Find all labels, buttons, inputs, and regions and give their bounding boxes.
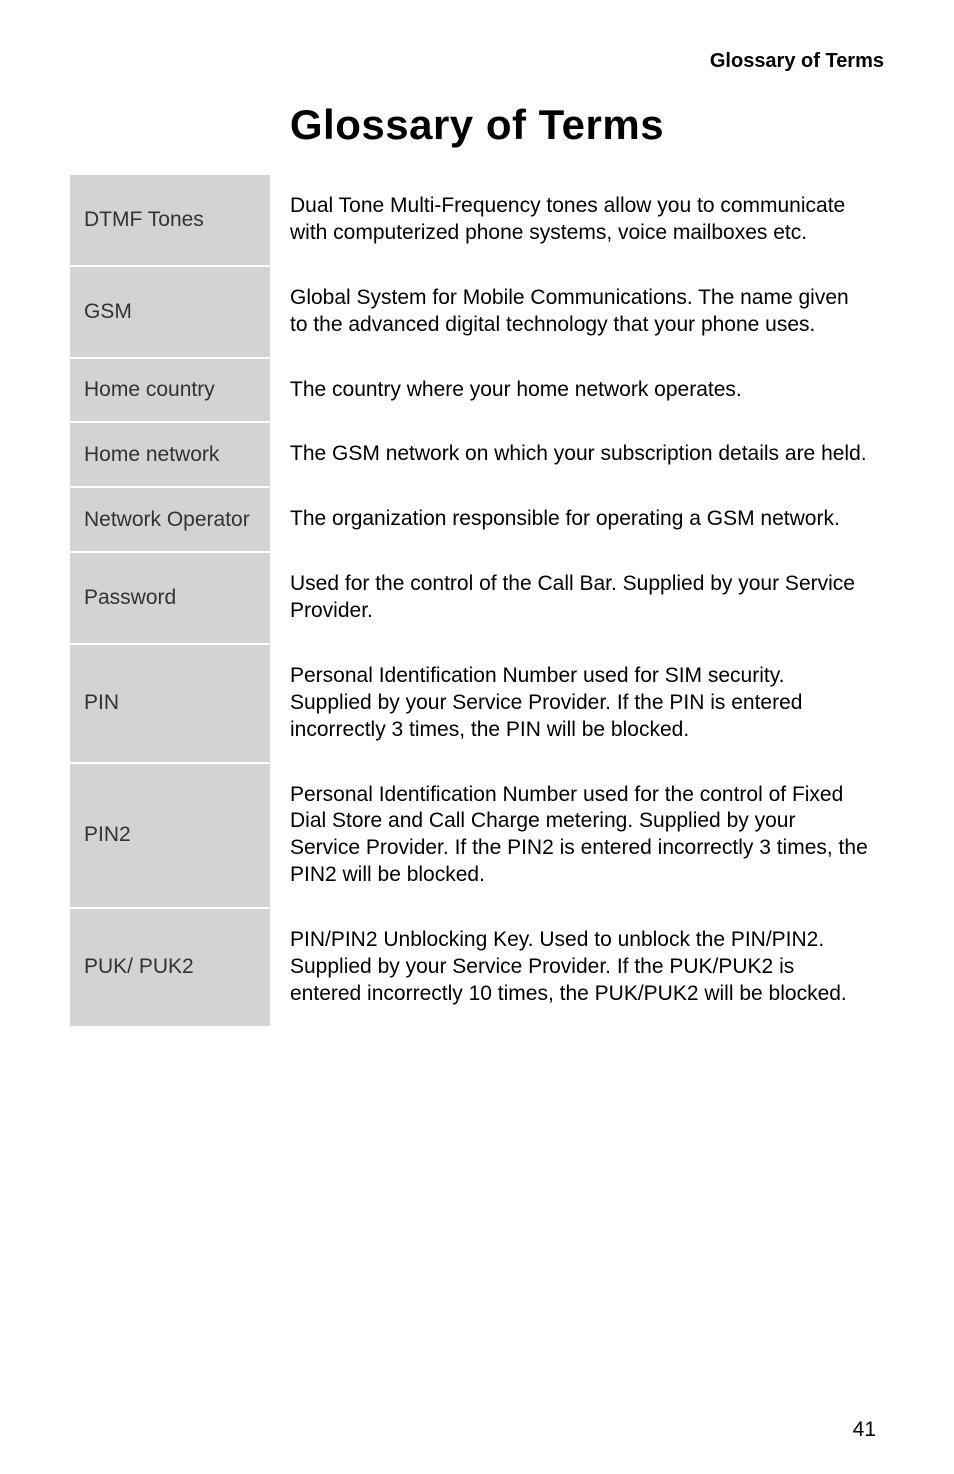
term-cell: GSM [70,266,270,358]
table-row: Home country The country where your home… [70,358,884,423]
definition-cell: The GSM network on which your subscripti… [270,422,884,487]
running-header: Glossary of Terms [70,50,884,73]
definition-cell: The country where your home network oper… [270,358,884,423]
definition-cell: Personal Identification Number used for … [270,644,884,763]
glossary-table: DTMF Tones Dual Tone Multi-Frequency ton… [70,173,884,1028]
term-cell: Network Operator [70,487,270,552]
table-row: Password Used for the control of the Cal… [70,552,884,644]
definition-cell: The organization responsible for operati… [270,487,884,552]
table-row: PIN Personal Identification Number used … [70,644,884,763]
definition-cell: Used for the control of the Call Bar. Su… [270,552,884,644]
definition-cell: PIN/PIN2 Unblocking Key. Used to unblock… [270,908,884,1027]
term-cell: PIN2 [70,763,270,909]
page-number: 41 [853,1418,876,1442]
table-row: PIN2 Personal Identification Number used… [70,763,884,909]
term-cell: PIN [70,644,270,763]
term-cell: Password [70,552,270,644]
table-row: GSM Global System for Mobile Communicati… [70,266,884,358]
table-row: Home network The GSM network on which yo… [70,422,884,487]
table-row: PUK/ PUK2 PIN/PIN2 Unblocking Key. Used … [70,908,884,1027]
table-row: Network Operator The organization respon… [70,487,884,552]
definition-cell: Dual Tone Multi-Frequency tones allow yo… [270,174,884,266]
definition-cell: Global System for Mobile Communications.… [270,266,884,358]
term-cell: Home country [70,358,270,423]
term-cell: PUK/ PUK2 [70,908,270,1027]
term-cell: Home network [70,422,270,487]
definition-cell: Personal Identification Number used for … [270,763,884,909]
page-title: Glossary of Terms [70,101,884,149]
table-row: DTMF Tones Dual Tone Multi-Frequency ton… [70,174,884,266]
term-cell: DTMF Tones [70,174,270,266]
